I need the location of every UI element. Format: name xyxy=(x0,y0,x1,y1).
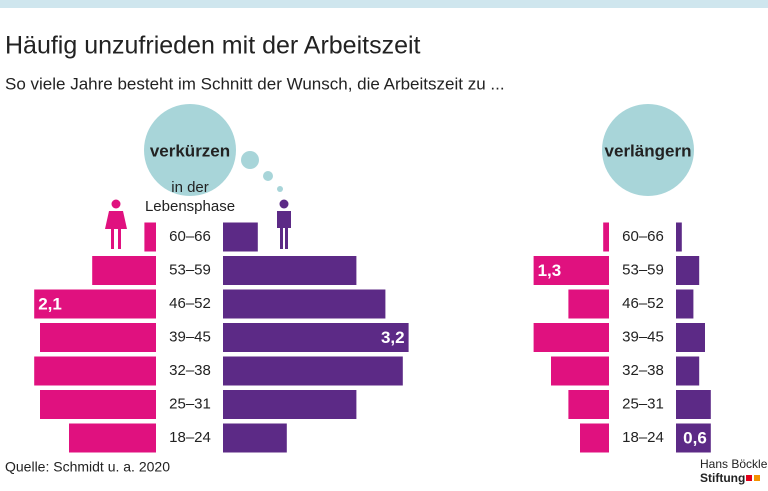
female-bar xyxy=(533,256,609,285)
male-bar xyxy=(676,222,682,252)
age-label: 25–31 xyxy=(622,395,664,412)
female-icon xyxy=(105,199,127,249)
male-bar xyxy=(676,256,700,285)
age-label: 18–24 xyxy=(169,429,211,446)
thought-dot xyxy=(277,186,283,192)
female-bar xyxy=(568,390,609,419)
chart-subtitle: So viele Jahre besteht im Schnitt der Wu… xyxy=(5,74,505,93)
value-label: 2,1 xyxy=(38,294,62,313)
age-label: 60–66 xyxy=(622,228,664,245)
thought-bubble xyxy=(144,104,236,196)
female-bar xyxy=(603,222,609,252)
male-bar xyxy=(223,222,258,252)
logo-square xyxy=(754,475,760,481)
male-bar xyxy=(223,323,409,352)
thought-dot xyxy=(263,171,273,181)
female-bar xyxy=(40,390,156,419)
female-bar xyxy=(92,256,156,285)
male-bar xyxy=(676,390,711,419)
age-label: 53–59 xyxy=(622,261,664,278)
top-band xyxy=(0,0,768,8)
age-header: in der xyxy=(171,179,209,196)
male-bar xyxy=(676,356,700,386)
panel-label: verkürzen xyxy=(150,141,230,160)
age-label: 53–59 xyxy=(169,261,211,278)
female-bar xyxy=(551,356,609,386)
thought-dot xyxy=(241,151,259,169)
value-label: 1,3 xyxy=(538,261,562,280)
male-icon xyxy=(277,199,291,249)
age-label: 32–38 xyxy=(169,362,211,379)
female-bar xyxy=(34,356,157,386)
male-bar xyxy=(223,423,287,453)
female-bar xyxy=(144,222,156,252)
female-bar xyxy=(69,423,156,453)
age-label: 25–31 xyxy=(169,395,211,412)
female-bar xyxy=(533,323,609,352)
female-bar xyxy=(568,289,609,319)
logo-square xyxy=(746,475,752,481)
female-bar xyxy=(580,423,609,453)
male-bar xyxy=(676,323,705,352)
source: Quelle: Schmidt u. a. 2020 xyxy=(5,459,170,475)
age-label: 60–66 xyxy=(169,228,211,245)
age-label: 39–45 xyxy=(169,328,211,345)
age-label: 18–24 xyxy=(622,429,664,446)
age-label: 46–52 xyxy=(622,295,664,312)
age-label: 39–45 xyxy=(622,328,664,345)
value-label: 0,6 xyxy=(683,428,707,447)
age-header: Lebensphase xyxy=(145,198,235,215)
male-bar xyxy=(676,423,711,453)
age-label: 46–52 xyxy=(169,295,211,312)
male-bar xyxy=(223,289,386,319)
female-bar xyxy=(34,289,157,319)
male-bar xyxy=(223,390,357,419)
logo-text: Stiftung xyxy=(700,471,745,485)
logo-text: Hans Böckler xyxy=(700,457,768,471)
male-bar xyxy=(223,256,357,285)
chart-title: Häufig unzufrieden mit der Arbeitszeit xyxy=(5,32,421,60)
value-label: 3,2 xyxy=(381,328,405,347)
panel-label: verlängern xyxy=(605,141,692,160)
male-bar xyxy=(223,356,403,386)
age-label: 32–38 xyxy=(622,362,664,379)
thought-bubble xyxy=(602,104,694,196)
male-bar xyxy=(676,289,694,319)
female-bar xyxy=(40,323,156,352)
